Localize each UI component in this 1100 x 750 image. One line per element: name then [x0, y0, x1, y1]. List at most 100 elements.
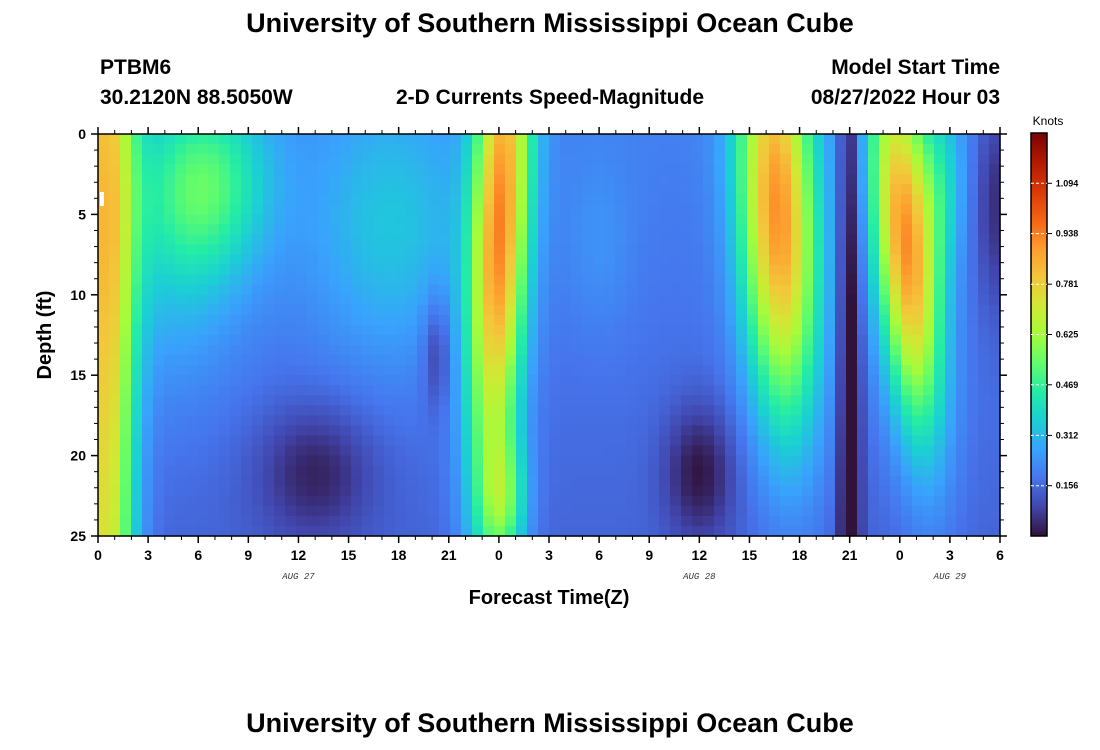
heatmap-cell	[857, 264, 869, 276]
heatmap-cell	[648, 515, 660, 527]
heatmap-cell	[450, 475, 462, 487]
heatmap-cell	[703, 485, 715, 497]
heatmap-cell	[153, 324, 165, 336]
heatmap-cell	[637, 244, 649, 256]
heatmap-cell	[494, 525, 506, 537]
heatmap-cell	[692, 385, 704, 396]
heatmap-cell	[538, 224, 550, 236]
heatmap-cell	[516, 244, 528, 256]
heatmap-cell	[857, 214, 869, 226]
heatmap-cell	[824, 415, 836, 427]
heatmap-cell	[241, 425, 253, 437]
heatmap-cell	[681, 284, 693, 296]
heatmap-cell	[340, 335, 352, 346]
heatmap-cell	[571, 435, 583, 447]
station-id: PTBM6	[100, 56, 172, 79]
heatmap-cell	[186, 515, 198, 527]
heatmap-cell	[318, 184, 330, 195]
heatmap-cell	[131, 264, 143, 276]
heatmap-cell	[318, 375, 330, 386]
heatmap-cell	[131, 204, 143, 215]
heatmap-cell	[384, 405, 396, 416]
heatmap-cell	[978, 154, 990, 165]
heatmap-cell	[780, 234, 792, 246]
heatmap-cell	[923, 445, 935, 457]
heatmap-cell	[769, 164, 781, 175]
heatmap-cell	[538, 264, 550, 276]
heatmap-cell	[527, 495, 539, 507]
x-tick-label: 21	[441, 547, 457, 563]
heatmap-cell	[329, 345, 341, 356]
heatmap-cell	[978, 505, 990, 517]
heatmap-cell	[736, 144, 748, 155]
heatmap-cell	[714, 164, 726, 175]
heatmap-cell	[813, 405, 825, 416]
heatmap-cell	[670, 314, 682, 326]
heatmap-cell	[989, 194, 1001, 205]
heatmap-cell	[703, 505, 715, 517]
heatmap-cell	[791, 304, 803, 316]
heatmap-cell	[802, 445, 814, 457]
heatmap-cell	[494, 395, 506, 406]
heatmap-cell	[725, 134, 737, 145]
heatmap-cell	[824, 294, 836, 306]
heatmap-cell	[890, 154, 902, 165]
heatmap-cell	[791, 204, 803, 215]
heatmap-cell	[670, 274, 682, 286]
heatmap-cell	[494, 385, 506, 396]
heatmap-cell	[549, 254, 561, 266]
heatmap-cell	[241, 395, 253, 406]
heatmap-cell	[714, 505, 726, 517]
heatmap-cell	[648, 184, 660, 195]
heatmap-cell	[659, 164, 671, 175]
x-tick-label: 3	[946, 547, 954, 563]
heatmap-cell	[945, 154, 957, 165]
heatmap-cell	[868, 234, 880, 246]
heatmap-cell	[769, 425, 781, 437]
heatmap-cell	[461, 184, 473, 195]
heatmap-cell	[109, 134, 121, 145]
heatmap-cell	[692, 425, 704, 437]
heatmap-cell	[461, 164, 473, 175]
heatmap-cell	[109, 294, 121, 306]
heatmap-cell	[824, 505, 836, 517]
heatmap-cell	[934, 395, 946, 406]
heatmap-cell	[197, 465, 209, 477]
heatmap-cell	[208, 365, 220, 376]
heatmap-cell	[241, 214, 253, 226]
heatmap-cell	[208, 324, 220, 336]
heatmap-cell	[450, 505, 462, 517]
heatmap-cell	[494, 314, 506, 326]
heatmap-cell	[109, 525, 121, 537]
heatmap-cell	[340, 475, 352, 487]
heatmap-cell	[230, 475, 242, 487]
heatmap-cell	[835, 475, 847, 487]
heatmap-cell	[813, 154, 825, 165]
heatmap-cell	[560, 375, 572, 386]
heatmap-cell	[516, 154, 528, 165]
heatmap-cell	[164, 375, 176, 386]
heatmap-cell	[197, 365, 209, 376]
heatmap-cell	[615, 314, 627, 326]
heatmap-cell	[120, 234, 132, 246]
heatmap-cell	[384, 375, 396, 386]
heatmap-cell	[868, 314, 880, 326]
heatmap-cell	[329, 365, 341, 376]
heatmap-cell	[879, 435, 891, 447]
heatmap-cell	[362, 234, 374, 246]
heatmap-cell	[538, 455, 550, 467]
heatmap-cell	[549, 154, 561, 165]
heatmap-cell	[835, 425, 847, 437]
heatmap-cell	[98, 254, 110, 266]
heatmap-cell	[362, 385, 374, 396]
heatmap-cell	[285, 184, 297, 195]
heatmap-cell	[428, 465, 440, 477]
heatmap-cell	[857, 515, 869, 527]
heatmap-cell	[846, 314, 858, 326]
heatmap-cell	[373, 515, 385, 527]
heatmap-cell	[934, 495, 946, 507]
heatmap-cell	[890, 515, 902, 527]
heatmap-cell	[835, 375, 847, 386]
heatmap-cell	[109, 335, 121, 346]
heatmap-cell	[835, 395, 847, 406]
